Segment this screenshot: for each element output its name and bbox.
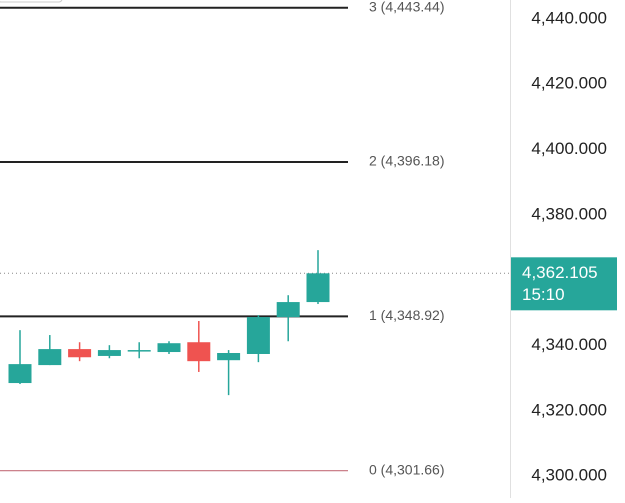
candle-body bbox=[38, 349, 62, 366]
candle-body bbox=[276, 302, 300, 318]
candle-body bbox=[217, 353, 241, 361]
y-tick-label: 4,340.000 bbox=[531, 335, 607, 354]
price-badge-countdown: 15:10 bbox=[522, 285, 565, 304]
price-badge-value: 4,362.105 bbox=[522, 263, 598, 282]
level-label: 3 (4,443.44) bbox=[369, 0, 445, 14]
candle-body bbox=[68, 349, 92, 358]
candle-body bbox=[8, 364, 32, 384]
candle-body bbox=[127, 350, 151, 352]
level-label: 0 (4,301.66) bbox=[369, 461, 445, 477]
price-badge bbox=[511, 257, 617, 311]
y-tick-label: 4,440.000 bbox=[531, 8, 607, 27]
y-tick-label: 4,300.000 bbox=[531, 466, 607, 485]
level-label: 2 (4,396.18) bbox=[369, 153, 445, 169]
y-tick-label: 4,420.000 bbox=[531, 74, 607, 93]
candle-body bbox=[306, 273, 330, 303]
candle-body bbox=[187, 342, 211, 362]
candle-body bbox=[97, 350, 121, 356]
candle-body bbox=[246, 317, 270, 354]
y-tick-label: 4,380.000 bbox=[531, 204, 607, 223]
top-button-edge bbox=[0, 0, 63, 3]
y-tick-label: 4,320.000 bbox=[531, 400, 607, 419]
y-tick-label: 4,400.000 bbox=[531, 139, 607, 158]
candle-body bbox=[157, 343, 181, 353]
level-label: 1 (4,348.92) bbox=[369, 307, 445, 323]
